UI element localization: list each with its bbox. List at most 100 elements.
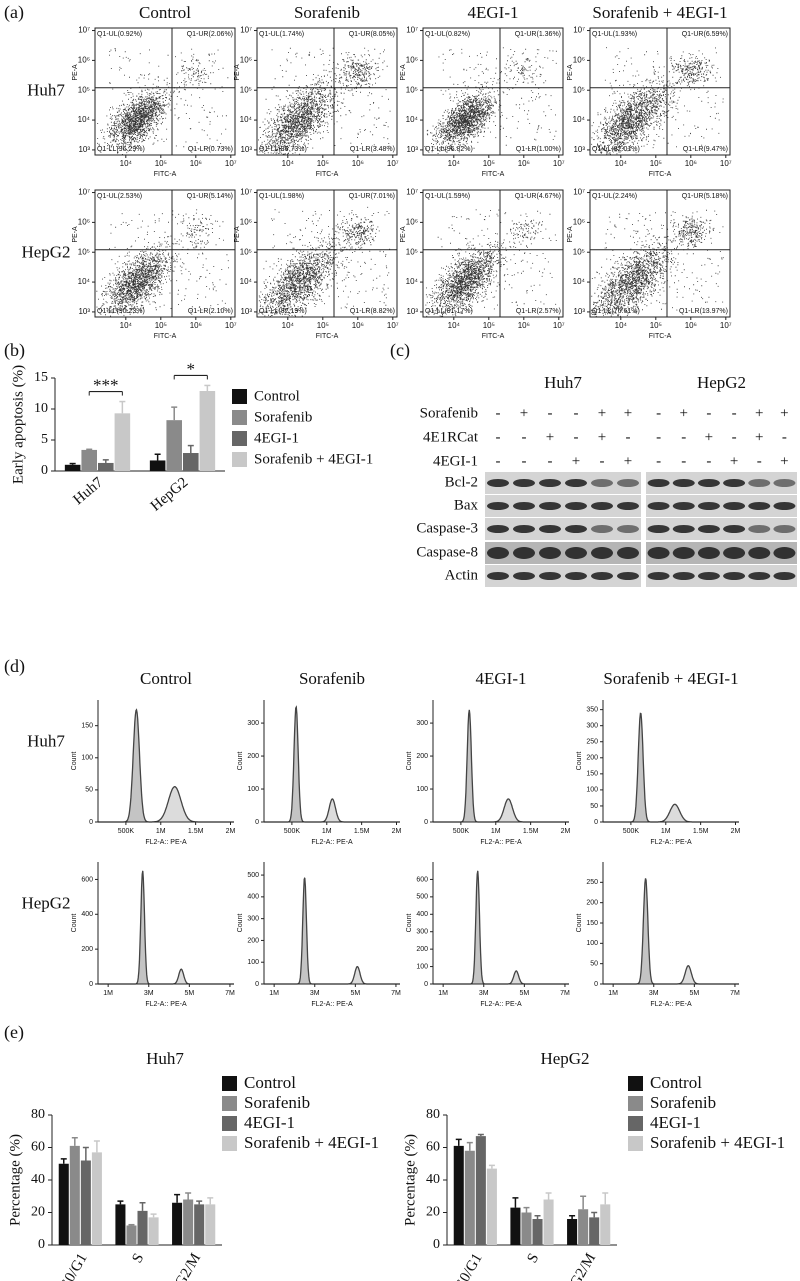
quadrant-label: Q1-LR(2.10%) [188, 308, 233, 315]
y-tick-label: 10⁴ [240, 115, 253, 124]
y-tick-label: 10⁴ [573, 115, 586, 124]
blot-band [647, 572, 670, 580]
treatment-sign: - [706, 453, 711, 469]
y-axis-title: PE-A [234, 226, 241, 243]
histogram-peak [297, 876, 313, 985]
x-axis-title: FITC-A [482, 333, 505, 340]
blot-band [591, 502, 613, 510]
significance-label: *** [93, 375, 119, 394]
significance-label: * [187, 359, 196, 378]
x-tick-label: 1M [322, 828, 332, 835]
y-axis-title: Percentage (%) [7, 1134, 23, 1226]
y-tick-label: 300 [247, 720, 259, 727]
y-tick-label: 10⁷ [240, 26, 252, 35]
blot-strip [646, 472, 797, 494]
y-axis-title: PE-A [72, 64, 79, 81]
y-tick-label: 300 [416, 929, 428, 936]
legend-label: 4EGI-1 [254, 430, 299, 446]
bar [115, 1204, 126, 1245]
y-tick-label: 15 [34, 370, 48, 385]
y-tick-label: 500 [416, 894, 428, 901]
x-tick-label: S [524, 1251, 542, 1266]
treatment-sign: + [705, 429, 713, 445]
protein-label: Bax [454, 497, 479, 513]
treatment-sign: + [755, 429, 763, 445]
x-axis-title: FITC-A [482, 171, 505, 178]
blot-band [723, 572, 746, 580]
x-tick-label: 10⁷ [553, 321, 565, 330]
treatment-sign: + [598, 429, 606, 445]
y-tick-label: 20 [426, 1205, 440, 1220]
quadrant-label: Q1-UL(0.92%) [97, 31, 142, 38]
bar [543, 1199, 554, 1245]
y-tick-label: 600 [416, 876, 428, 883]
y-axis-title: Count [576, 752, 583, 771]
event-dots [425, 209, 557, 317]
bar [600, 1204, 611, 1245]
blot-band [513, 502, 535, 510]
x-tick-label: 1.5M [693, 828, 709, 835]
histogram-outline [98, 708, 234, 823]
y-tick-label: 200 [586, 755, 598, 762]
treatment-sign: - [548, 453, 553, 469]
y-axis-title: Count [406, 914, 413, 933]
y-tick-label: 350 [586, 706, 598, 713]
y-tick-label: 10⁶ [573, 55, 585, 64]
x-tick-label: 10⁷ [553, 159, 565, 168]
y-tick-label: 250 [586, 739, 598, 746]
blot-band [647, 547, 670, 559]
x-tick-label: 2M [731, 828, 741, 835]
y-tick-label: 0 [255, 981, 259, 988]
quadrant-label: Q1-LR(3.48%) [350, 146, 395, 153]
blot-band [773, 525, 796, 533]
y-tick-label: 150 [81, 723, 93, 730]
y-tick-label: 100 [586, 940, 598, 947]
histogram-peak [346, 966, 368, 985]
legend-swatch [628, 1076, 643, 1091]
x-tick-label: 10⁶ [352, 321, 364, 330]
histogram-peak [491, 798, 526, 823]
x-tick-label: 10⁴ [448, 159, 461, 168]
column-title: Sorafenib [299, 669, 365, 688]
chart-title: HepG2 [540, 1049, 589, 1068]
blot-band [672, 547, 695, 559]
bar [172, 1202, 183, 1245]
x-tick-label: 2M [561, 828, 571, 835]
blot-band [617, 525, 639, 533]
x-tick-label: 500K [284, 828, 301, 835]
treatment-sign: - [600, 453, 605, 469]
y-tick-label: 60 [31, 1140, 45, 1155]
y-tick-label: 0 [89, 981, 93, 988]
y-tick-label: 10⁴ [573, 277, 586, 286]
y-tick-label: 10³ [240, 145, 252, 154]
blot-band [647, 502, 670, 510]
quadrant-label: Q1-LR(9.47%) [683, 146, 728, 153]
histogram-peak [287, 705, 305, 823]
treatment-sign: - [732, 405, 737, 421]
treatment-sign: + [520, 405, 528, 421]
y-axis-title: PE-A [400, 226, 407, 243]
x-tick-label: 10⁶ [518, 321, 530, 330]
y-tick-label: 10⁶ [240, 217, 252, 226]
legend-label: Sorafenib + 4EGI-1 [254, 451, 373, 467]
y-tick-label: 10⁷ [573, 188, 585, 197]
blot-band [748, 572, 771, 580]
quadrant-label: Q1-UR(8.05%) [349, 31, 395, 38]
histogram-outline [264, 877, 400, 985]
panel-label: (a) [4, 2, 24, 23]
bar [64, 464, 81, 471]
plot-frame [256, 189, 398, 318]
x-tick-label: 500K [453, 828, 470, 835]
x-tick-label: 500K [118, 828, 135, 835]
y-axis-title: PE-A [234, 64, 241, 81]
y-tick-label: 0 [424, 981, 428, 988]
x-tick-label: 10⁵ [483, 159, 495, 168]
chart-title: Huh7 [146, 1049, 184, 1068]
y-tick-label: 10⁴ [78, 115, 91, 124]
x-tick-label: 10⁷ [720, 321, 732, 330]
treatment-sign: + [730, 453, 738, 469]
blot-band [539, 479, 561, 487]
plot-frame [256, 27, 398, 156]
quadrant-label: Q1-UL(1.93%) [592, 31, 637, 38]
x-tick-label: 10⁵ [155, 159, 167, 168]
